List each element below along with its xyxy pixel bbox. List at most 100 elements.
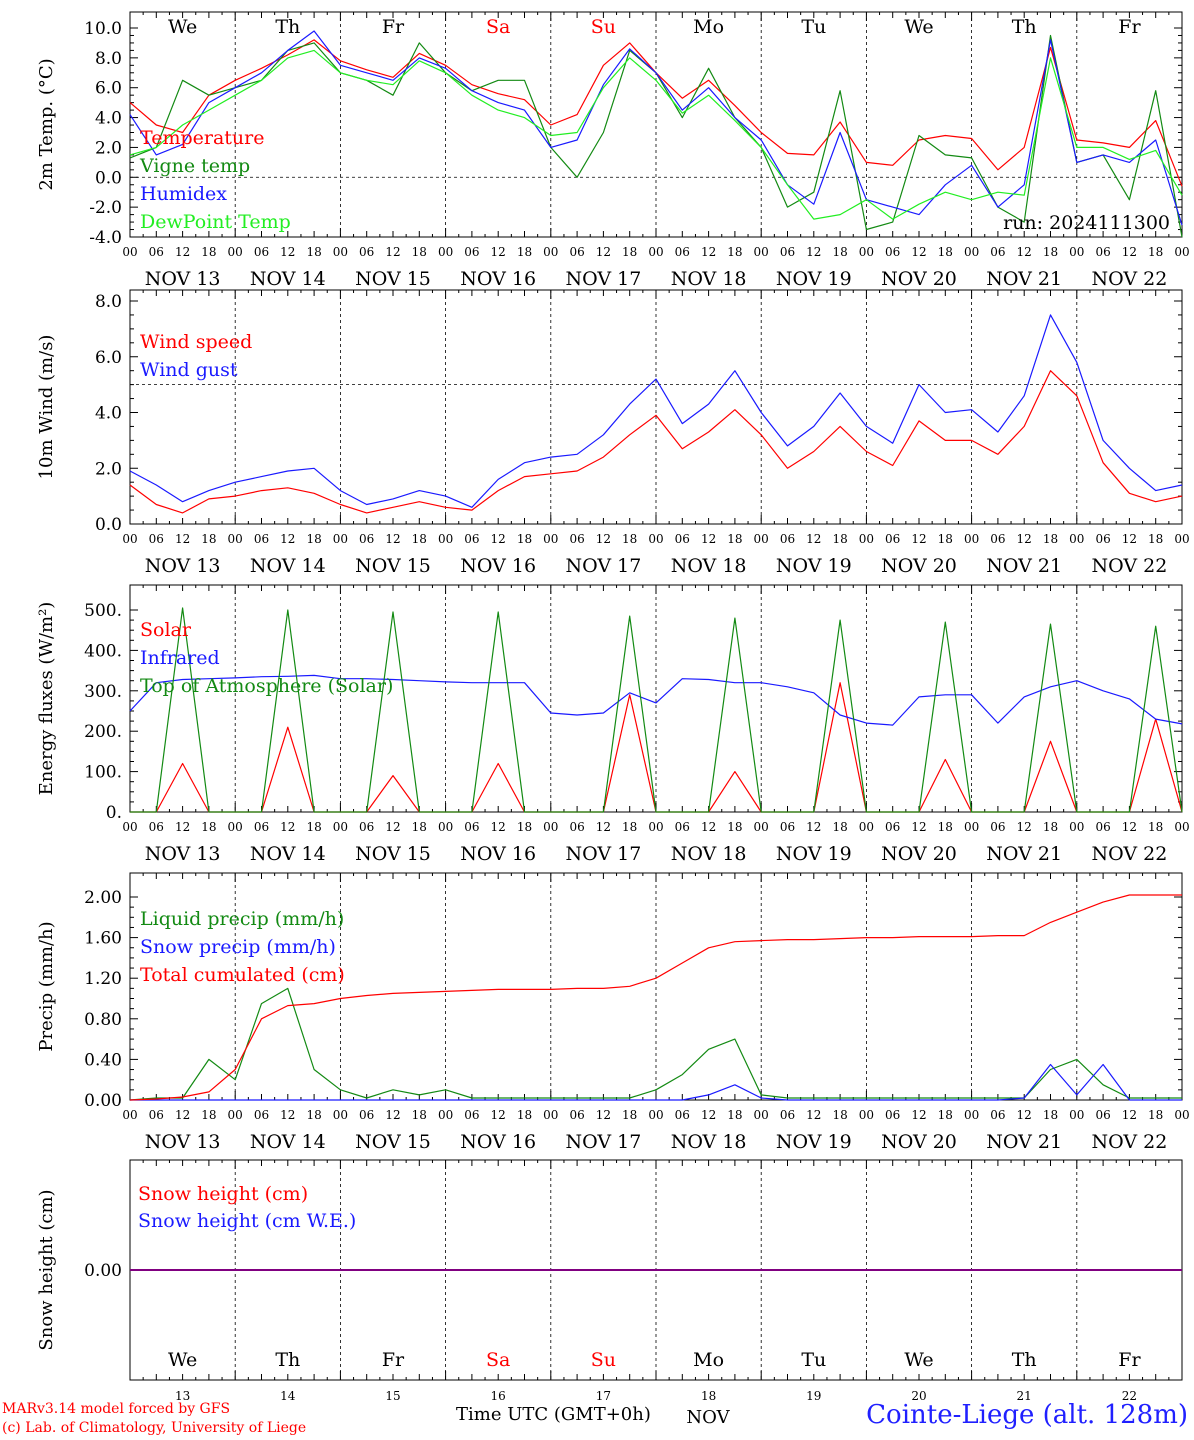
hour-tick-label: 12	[280, 1108, 295, 1122]
hour-tick-label: 00	[1174, 245, 1189, 259]
date-label: NOV 19	[776, 1131, 852, 1153]
day-name: Su	[591, 16, 616, 38]
hour-tick-label: 12	[596, 820, 611, 834]
hour-tick-label: 18	[517, 820, 532, 834]
hour-tick-label: 18	[517, 1108, 532, 1122]
hour-tick-label: 12	[701, 532, 716, 546]
hour-tick-label: 00	[859, 532, 874, 546]
hour-tick-label: 12	[806, 1108, 821, 1122]
hour-tick-label: 06	[569, 1108, 584, 1122]
y-tick-label: 0.00	[84, 1261, 122, 1281]
day-name: We	[168, 16, 197, 38]
hour-tick-label: 00	[333, 1108, 348, 1122]
hour-tick-label: 18	[1043, 820, 1058, 834]
legend-entry: Temperature	[140, 127, 264, 149]
hour-tick-label: 12	[175, 245, 190, 259]
hour-tick-label: 06	[569, 245, 584, 259]
time-axis-label: Time UTC (GMT+0h)	[456, 1404, 651, 1425]
hour-tick-label: 18	[727, 1108, 742, 1122]
y-tick-label: 0.00	[84, 1091, 122, 1111]
day-name: Th	[1012, 16, 1037, 38]
y-tick-label: 1.20	[84, 969, 122, 989]
hour-tick-label: 00	[438, 532, 453, 546]
hour-tick-label: 06	[675, 820, 690, 834]
hour-tick-label: 12	[1017, 820, 1032, 834]
date-label: NOV 20	[881, 1131, 957, 1153]
hour-tick-label: 00	[754, 1108, 769, 1122]
day-name: Th	[1012, 1349, 1037, 1371]
hour-tick-label: 00	[333, 245, 348, 259]
hour-tick-label: 06	[780, 532, 795, 546]
hour-tick-label: 12	[385, 532, 400, 546]
hour-tick-label: 00	[1069, 245, 1084, 259]
hour-tick-label: 12	[701, 245, 716, 259]
hour-tick-label: 06	[464, 820, 479, 834]
hour-tick-label: 12	[806, 532, 821, 546]
hour-tick-label: 06	[780, 820, 795, 834]
hour-tick-label: 06	[885, 820, 900, 834]
day-name: Fr	[382, 16, 405, 38]
day-name: Sa	[486, 16, 510, 38]
hour-tick-label: 00	[648, 1108, 663, 1122]
credit-line: (c) Lab. of Climatology, University of L…	[2, 1420, 307, 1436]
hour-tick-label: 06	[990, 1108, 1005, 1122]
hour-tick-label: 12	[911, 532, 926, 546]
model-line: MARv3.14 model forced by GFS	[2, 1401, 231, 1417]
hour-tick-label: 18	[201, 245, 216, 259]
series-line	[129, 30, 1183, 226]
legend-entry: Solar	[140, 619, 192, 641]
y-tick-label: 4.0	[95, 109, 122, 129]
hour-tick-label: 00	[1069, 1108, 1084, 1122]
hour-tick-label: 06	[254, 245, 269, 259]
hour-tick-label: 00	[648, 820, 663, 834]
day-number: 21	[1017, 1389, 1032, 1403]
hour-tick-label: 12	[701, 820, 716, 834]
legend-entry: Snow height (cm W.E.)	[138, 1210, 356, 1232]
date-label: NOV 18	[671, 843, 747, 865]
hour-tick-label: 00	[543, 532, 558, 546]
hour-tick-label: 12	[385, 245, 400, 259]
hour-tick-label: 12	[701, 1108, 716, 1122]
date-label: NOV 19	[776, 268, 852, 290]
date-label: NOV 18	[671, 555, 747, 577]
day-name: Fr	[382, 1349, 405, 1371]
date-label: NOV 17	[565, 843, 641, 865]
date-label: NOV 21	[986, 843, 1062, 865]
hour-tick-label: 00	[964, 820, 979, 834]
y-tick-label: 400.	[84, 641, 122, 661]
hour-tick-label: 12	[911, 245, 926, 259]
hour-tick-label: 12	[175, 820, 190, 834]
hour-tick-label: 12	[385, 1108, 400, 1122]
hour-tick-label: 18	[306, 245, 321, 259]
date-label: NOV 13	[145, 555, 221, 577]
date-label: NOV 18	[671, 268, 747, 290]
hour-tick-label: 00	[122, 820, 137, 834]
date-label: NOV 15	[355, 1131, 431, 1153]
hour-tick-label: 12	[911, 1108, 926, 1122]
hour-tick-label: 06	[675, 1108, 690, 1122]
hour-tick-label: 12	[175, 532, 190, 546]
legend-entry: Infrared	[140, 647, 220, 669]
y-tick-label: 0.	[106, 803, 122, 823]
date-label: NOV 21	[986, 555, 1062, 577]
hour-tick-label: 06	[464, 1108, 479, 1122]
series-line	[129, 987, 1182, 1101]
date-label: NOV 13	[145, 268, 221, 290]
hour-tick-label: 06	[885, 245, 900, 259]
hour-tick-label: 06	[569, 820, 584, 834]
hour-tick-label: 06	[990, 245, 1005, 259]
hour-tick-label: 18	[938, 820, 953, 834]
hour-tick-label: 12	[491, 532, 506, 546]
hour-tick-label: 18	[412, 532, 427, 546]
hour-tick-label: 18	[1148, 1108, 1163, 1122]
legend-entry: Wind gust	[140, 359, 238, 381]
hour-tick-label: 06	[885, 532, 900, 546]
day-name: We	[904, 1349, 933, 1371]
y-tick-label: 0.80	[84, 1010, 122, 1030]
hour-tick-label: 12	[491, 245, 506, 259]
hour-tick-label: 00	[964, 1108, 979, 1122]
series-line	[129, 894, 1182, 1101]
day-name: Th	[275, 1349, 300, 1371]
date-label: NOV 18	[671, 1131, 747, 1153]
